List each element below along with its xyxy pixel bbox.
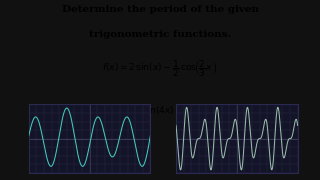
Text: $f(x) = 2\,\mathrm{sin}(x) - \dfrac{1}{2}\,\mathrm{cos}\!\left(\dfrac{2}{3}x\rig: $f(x) = 2\,\mathrm{sin}(x) - \dfrac{1}{2… — [102, 58, 218, 79]
Text: trigonometric functions.: trigonometric functions. — [89, 30, 231, 39]
Text: Determine the period of the given: Determine the period of the given — [61, 5, 259, 14]
Text: $g(x) = -3\,\mathrm{sin}(4x) + 2\,\mathrm{cos}(6x)$: $g(x) = -3\,\mathrm{sin}(4x) + 2\,\mathr… — [94, 104, 226, 117]
